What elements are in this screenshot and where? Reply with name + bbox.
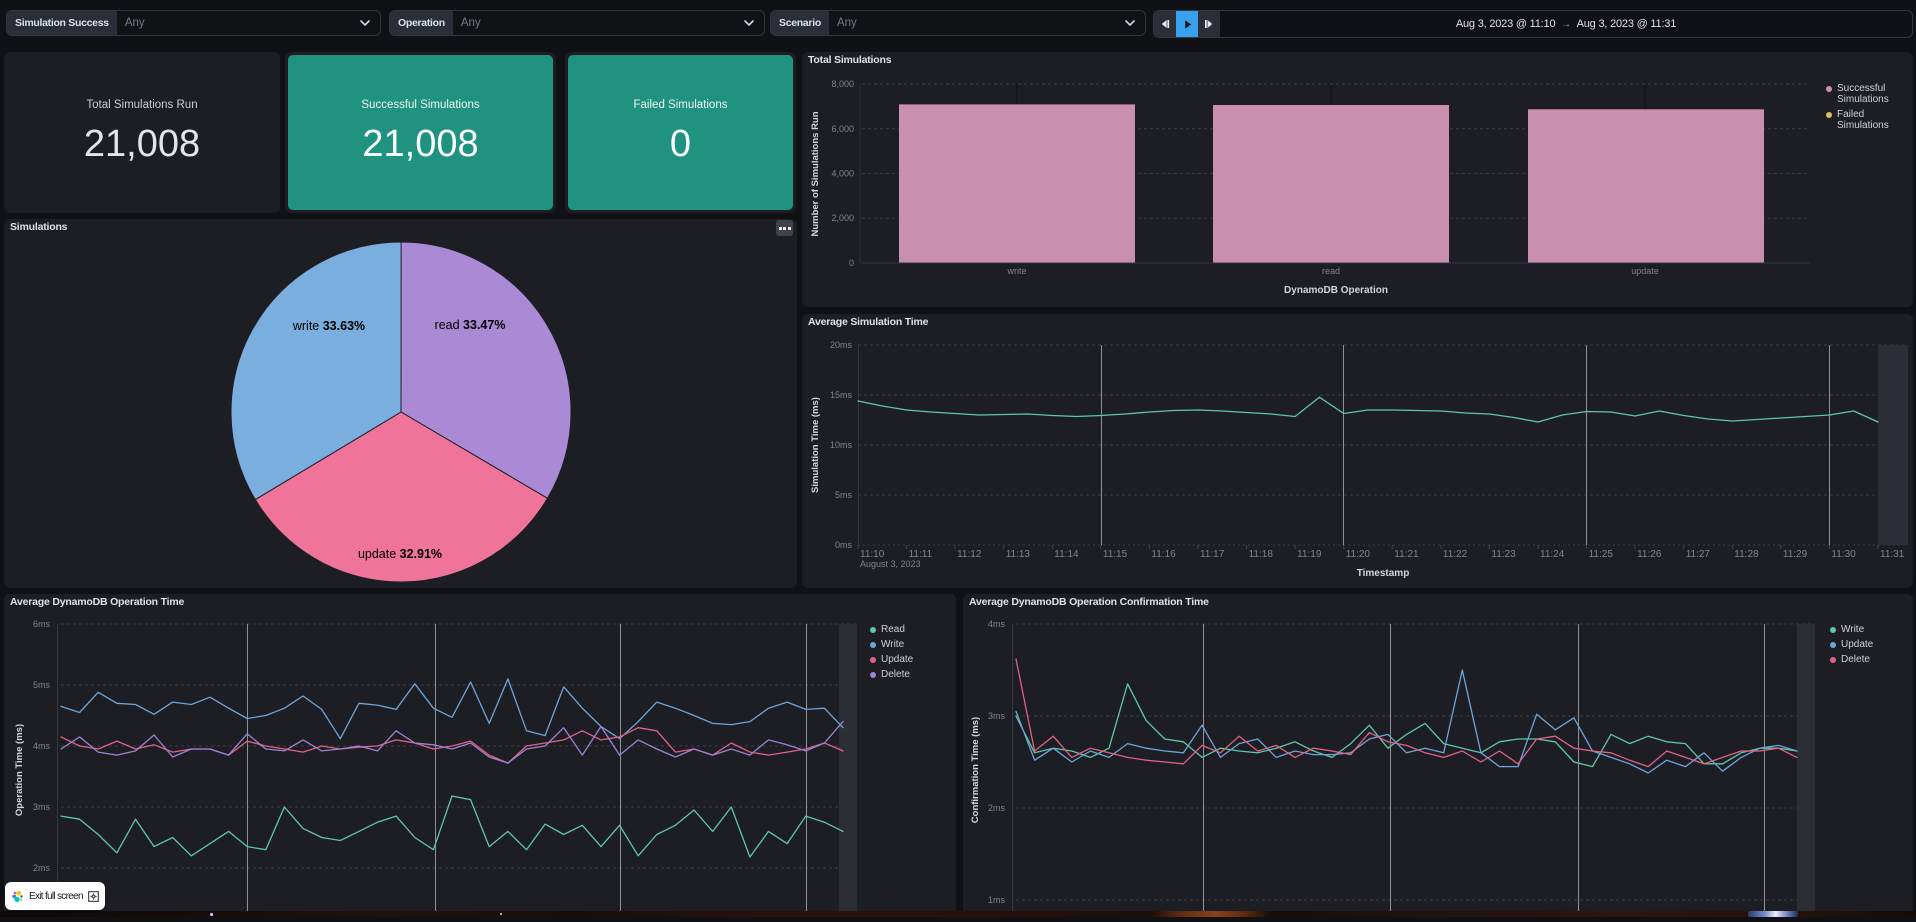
svg-text:write 33.63%: write 33.63% xyxy=(292,319,365,333)
svg-text:11:11: 11:11 xyxy=(909,549,933,560)
svg-text:11:16: 11:16 xyxy=(1151,549,1176,560)
svg-text:read: read xyxy=(1322,266,1340,276)
svg-text:Operation Time (ms): Operation Time (ms) xyxy=(14,724,25,816)
svg-text:Timestamp: Timestamp xyxy=(1357,568,1410,579)
svg-text:20ms: 20ms xyxy=(830,340,853,350)
svg-text:5ms: 5ms xyxy=(33,680,51,690)
svg-text:11:27: 11:27 xyxy=(1686,549,1711,560)
svg-text:2,000: 2,000 xyxy=(831,213,854,223)
svg-text:2ms: 2ms xyxy=(988,803,1006,813)
svg-text:8,000: 8,000 xyxy=(831,79,854,89)
svg-text:11:18: 11:18 xyxy=(1249,549,1274,560)
svg-text:6,000: 6,000 xyxy=(831,124,854,134)
svg-text:11:31: 11:31 xyxy=(1880,549,1905,560)
svg-text:11:21: 11:21 xyxy=(1394,549,1419,560)
svg-text:5ms: 5ms xyxy=(835,490,853,500)
svg-text:update 32.91%: update 32.91% xyxy=(358,547,442,561)
svg-text:1ms: 1ms xyxy=(988,895,1006,905)
svg-text:3ms: 3ms xyxy=(988,711,1006,721)
svg-text:August 3, 2023: August 3, 2023 xyxy=(860,559,921,569)
svg-text:15ms: 15ms xyxy=(830,390,853,400)
svg-text:11:15: 11:15 xyxy=(1103,549,1128,560)
svg-text:Confirmation Time (ms): Confirmation Time (ms) xyxy=(970,717,981,823)
svg-text:11:22: 11:22 xyxy=(1443,549,1468,560)
svg-text:11:26: 11:26 xyxy=(1637,549,1662,560)
svg-text:4ms: 4ms xyxy=(33,741,51,751)
svg-text:0ms: 0ms xyxy=(835,540,853,550)
svg-text:Simulation Time (ms): Simulation Time (ms) xyxy=(810,397,821,493)
svg-text:11:30: 11:30 xyxy=(1831,549,1856,560)
svg-text:11:23: 11:23 xyxy=(1491,549,1516,560)
svg-text:11:29: 11:29 xyxy=(1783,549,1808,560)
svg-text:write: write xyxy=(1006,266,1026,276)
svg-text:11:24: 11:24 xyxy=(1540,549,1565,560)
svg-text:11:28: 11:28 xyxy=(1734,549,1759,560)
svg-text:4ms: 4ms xyxy=(988,619,1006,629)
svg-text:11:14: 11:14 xyxy=(1054,549,1079,560)
svg-text:11:17: 11:17 xyxy=(1200,549,1225,560)
svg-text:11:20: 11:20 xyxy=(1346,549,1371,560)
svg-text:11:12: 11:12 xyxy=(957,549,982,560)
svg-text:2ms: 2ms xyxy=(33,863,51,873)
svg-text:11:10: 11:10 xyxy=(860,549,885,560)
svg-text:11:25: 11:25 xyxy=(1589,549,1614,560)
svg-text:Number of Simulations Run: Number of Simulations Run xyxy=(810,111,821,236)
svg-text:11:13: 11:13 xyxy=(1006,549,1031,560)
svg-text:11:19: 11:19 xyxy=(1297,549,1322,560)
svg-text:read 33.47%: read 33.47% xyxy=(435,318,506,332)
svg-text:DynamoDB Operation: DynamoDB Operation xyxy=(1284,285,1388,296)
svg-text:4,000: 4,000 xyxy=(831,169,854,179)
svg-text:10ms: 10ms xyxy=(830,440,853,450)
svg-text:update: update xyxy=(1631,266,1659,276)
svg-text:6ms: 6ms xyxy=(33,619,51,629)
svg-text:3ms: 3ms xyxy=(33,802,51,812)
svg-text:0: 0 xyxy=(849,258,854,268)
